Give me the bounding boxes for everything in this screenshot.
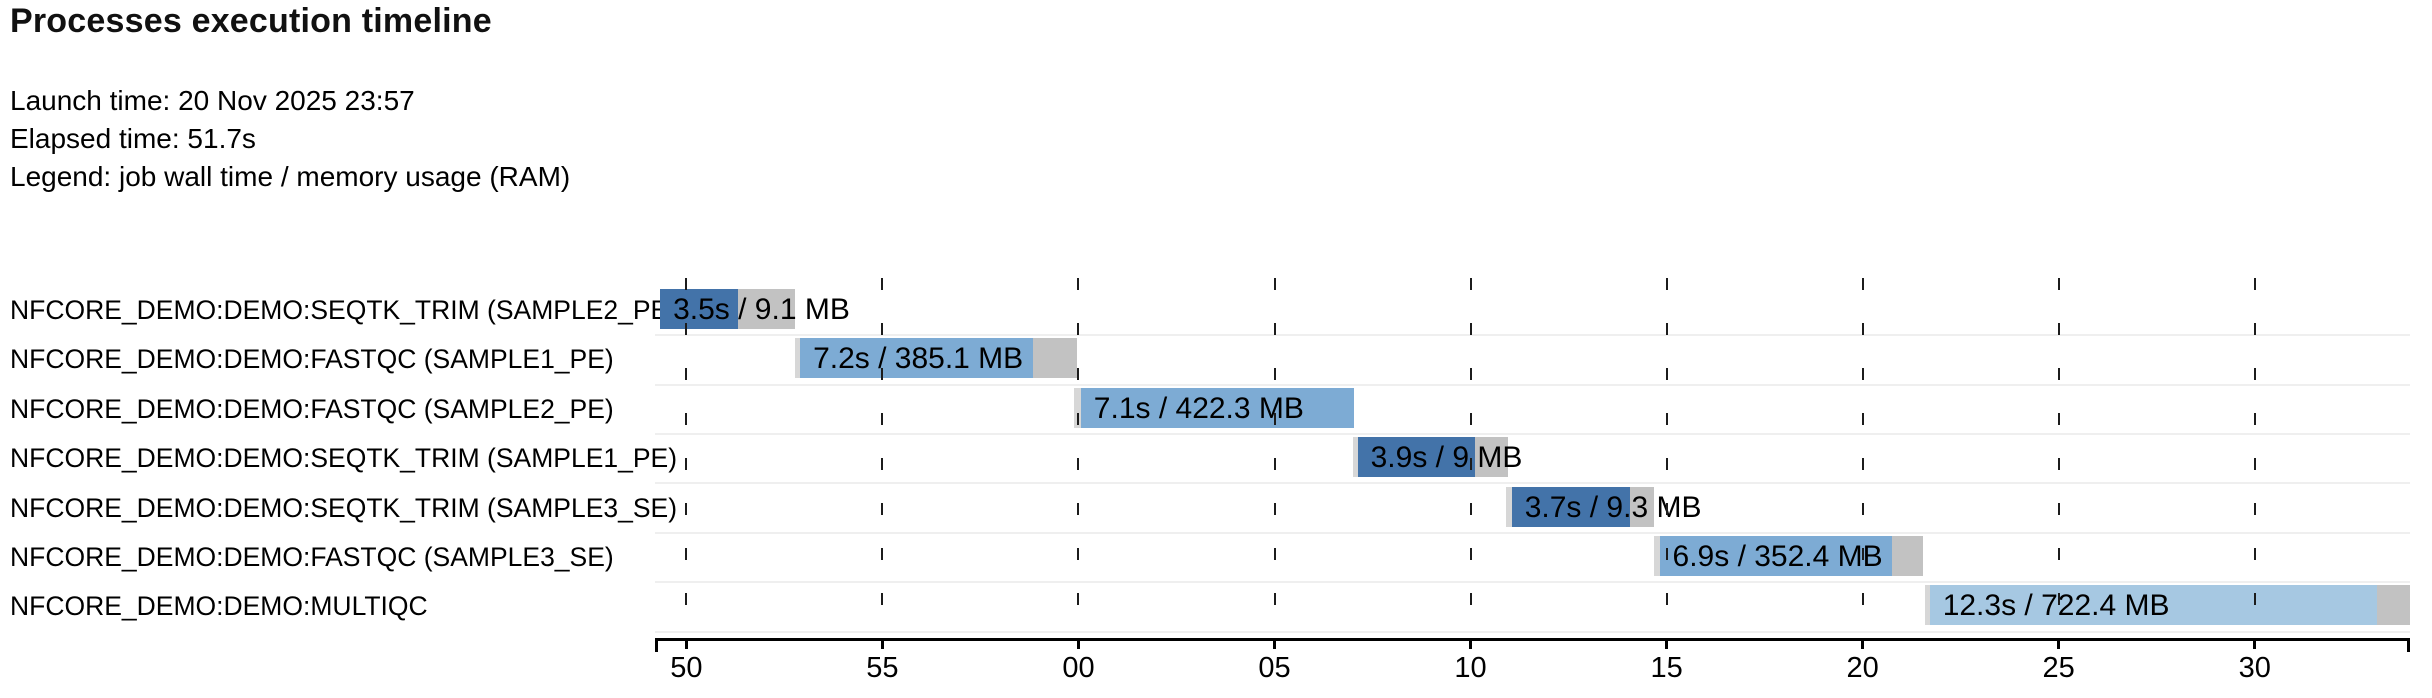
task-bar-label: 7.1s / 422.3 MB <box>1093 391 1304 425</box>
process-label: NFCORE_DEMO:DEMO:SEQTK_TRIM (SAMPLE1_PE) <box>10 443 678 474</box>
task-bar-pending-segment <box>794 338 801 379</box>
row-separator <box>655 630 2410 633</box>
run-metadata: Launch time: 20 Nov 2025 23:57 Elapsed t… <box>10 82 570 196</box>
axis-tick-label: 05 <box>1258 652 1291 684</box>
axis-tick <box>684 638 688 649</box>
axis-tick <box>1665 638 1669 649</box>
axis-endcap-left <box>655 638 658 652</box>
axis-tick-label: 25 <box>2042 652 2075 684</box>
process-label: NFCORE_DEMO:DEMO:FASTQC (SAMPLE2_PE) <box>10 393 614 424</box>
process-label: NFCORE_DEMO:DEMO:FASTQC (SAMPLE3_SE) <box>10 542 614 572</box>
gridline <box>1077 278 1080 638</box>
axis-tick <box>1861 638 1865 649</box>
gridline <box>685 278 688 638</box>
axis-tick <box>1469 638 1473 649</box>
axis-tick-label: 15 <box>1650 652 1683 684</box>
task-bar-label: 3.5s / 9.1 MB <box>673 293 850 326</box>
process-label: NFCORE_DEMO:DEMO:SEQTK_TRIM (SAMPLE3_SE) <box>10 492 678 523</box>
task-bar-pending-segment <box>1653 536 1660 576</box>
axis-tick <box>1076 638 1080 649</box>
axis-tick-label: 30 <box>2238 652 2271 684</box>
task-bar-pending-segment <box>1073 387 1081 428</box>
row-separator <box>655 531 2410 534</box>
task-bar-label: 3.7s / 9.3 MB <box>1524 490 1702 524</box>
task-bar-post-segment <box>1891 536 1923 576</box>
task-bar-pending-segment <box>1505 486 1512 527</box>
task-bar-run-segment <box>1511 486 1630 527</box>
gridline <box>2253 278 2256 638</box>
axis-tick <box>1273 638 1276 649</box>
task-bar-run-segment <box>1080 387 1354 428</box>
gridline <box>1273 278 1276 638</box>
task-bar-label: 6.9s / 352.4 MB <box>1672 540 1883 573</box>
axis-tick <box>2057 638 2061 649</box>
row-separator <box>655 433 2410 435</box>
launch-time-text: Launch time: 20 Nov 2025 23:57 <box>10 85 415 116</box>
row-separator <box>655 581 2410 584</box>
task-bar-post-segment <box>2377 585 2410 626</box>
task-bar-label: 12.3s / 722.4 MB <box>1942 589 2170 623</box>
task-bar-post-segment <box>1474 437 1508 478</box>
axis-tick-label: 10 <box>1454 652 1487 684</box>
gridline <box>1469 278 1472 638</box>
task-bar-pending-segment <box>1924 585 1930 626</box>
gridline <box>1861 278 1864 638</box>
process-label: NFCORE_DEMO:DEMO:MULTIQC <box>10 591 428 622</box>
task-bar-label: 7.2s / 385.1 MB <box>813 342 1024 376</box>
task-bar-pending-segment <box>1352 437 1358 478</box>
task-bar-run-segment <box>800 338 1033 379</box>
axis-tick <box>880 638 884 649</box>
row-separator <box>655 334 2410 337</box>
task-bar-post-segment <box>1629 486 1654 527</box>
task-bar-run-segment <box>1357 437 1475 478</box>
elapsed-time-text: Elapsed time: 51.7s <box>10 123 256 154</box>
axis-tick-label: 00 <box>1062 652 1095 684</box>
task-bar-label: 3.9s / 9 MB <box>1370 441 1523 475</box>
task-bar-post-segment <box>738 289 795 329</box>
process-label: NFCORE_DEMO:DEMO:SEQTK_TRIM (SAMPLE2_PE) <box>10 295 678 325</box>
page-title: Processes execution timeline <box>10 2 492 40</box>
axis-tick-label: 55 <box>866 652 899 684</box>
row-separator <box>655 383 2410 386</box>
axis-endcap-right <box>2407 638 2410 652</box>
task-bar-run-segment <box>660 289 739 329</box>
axis-tick <box>2253 638 2257 649</box>
process-label: NFCORE_DEMO:DEMO:FASTQC (SAMPLE1_PE) <box>10 344 614 375</box>
gridline <box>1665 278 1668 638</box>
legend-note-text: Legend: job wall time / memory usage (RA… <box>10 161 571 192</box>
row-separator <box>655 482 2410 485</box>
gridline <box>881 278 884 638</box>
x-axis-line <box>655 638 2410 641</box>
gridline <box>2057 278 2060 638</box>
task-bar-post-segment <box>1032 338 1077 379</box>
task-bar-run-segment <box>1659 536 1892 576</box>
task-bar-run-segment <box>1929 585 2378 626</box>
axis-tick-label: 50 <box>670 652 703 684</box>
axis-tick-label: 20 <box>1846 652 1879 684</box>
